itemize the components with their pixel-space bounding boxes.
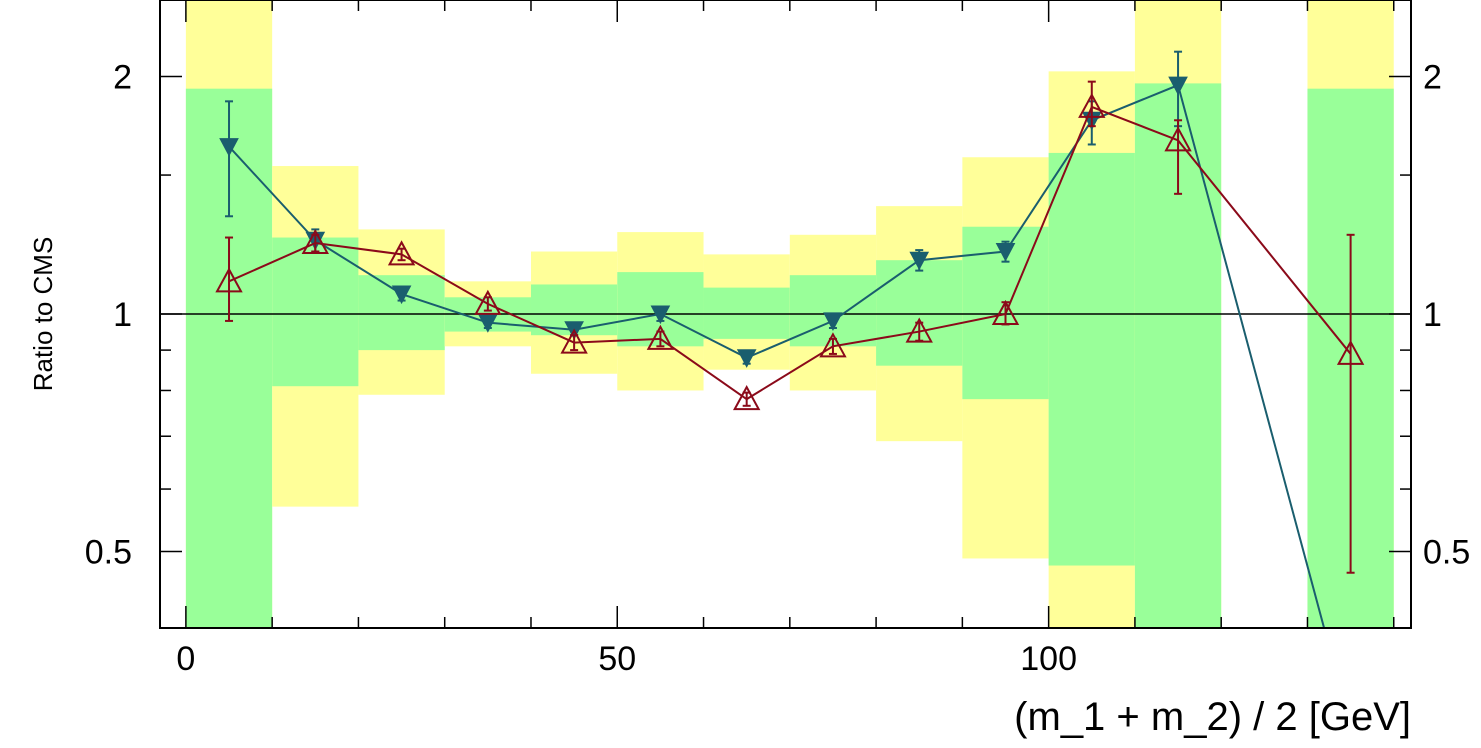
series-1-point-5 xyxy=(646,324,675,350)
x-tick-label-50: 50 xyxy=(598,640,636,678)
series-1 xyxy=(215,80,1365,574)
series-0-point-7 xyxy=(823,312,843,331)
series-1-point-1 xyxy=(301,228,329,255)
green-band-1 xyxy=(272,237,359,387)
data-series xyxy=(215,50,1365,628)
series-1-point-10 xyxy=(1078,92,1106,118)
axis-ticks xyxy=(160,0,1411,629)
series-1-point-6 xyxy=(732,385,761,411)
series-1-point-8 xyxy=(905,317,933,343)
series-0-point-8 xyxy=(909,251,930,271)
series-1-point-0 xyxy=(215,267,243,293)
series-1-point-11 xyxy=(1164,126,1192,152)
tick-labels: 0 50 100 0.5 1 2 0.5 1 2 xyxy=(85,58,1471,678)
x-axis-title: (m_1 + m_2) / 2 [GeV] xyxy=(1014,695,1411,739)
y-tick-label-right-2: 2 xyxy=(1423,58,1442,96)
x-tick-label-100: 100 xyxy=(1020,640,1077,678)
series-0-point-2 xyxy=(391,285,412,305)
series-1-point-3 xyxy=(474,289,502,315)
green-band-10 xyxy=(1048,152,1135,566)
series-0-point-9 xyxy=(995,243,1016,262)
y-tick-label-left-2: 2 xyxy=(113,58,132,96)
series-0-point-6 xyxy=(736,349,757,368)
series-0-point-0 xyxy=(219,138,239,157)
series-1-point-2 xyxy=(387,240,416,266)
series-1-point-4 xyxy=(560,328,588,354)
y-tick-label-left-1: 1 xyxy=(113,296,132,334)
y-tick-label-right-1: 1 xyxy=(1423,296,1442,334)
y-tick-label-left-0.5: 0.5 xyxy=(85,534,132,572)
series-1-point-12 xyxy=(1336,339,1365,365)
series-1-point-7 xyxy=(819,332,847,358)
series-1-point-9 xyxy=(991,299,1020,325)
green-band-8 xyxy=(876,260,963,366)
green-band-6 xyxy=(703,287,790,339)
y-tick-label-right-0.5: 0.5 xyxy=(1423,534,1470,572)
series-0-point-11 xyxy=(1168,76,1188,96)
x-tick-label-0: 0 xyxy=(176,640,195,678)
series-0-point-5 xyxy=(650,305,671,325)
y-axis-title: Ratio to CMS xyxy=(28,237,58,392)
